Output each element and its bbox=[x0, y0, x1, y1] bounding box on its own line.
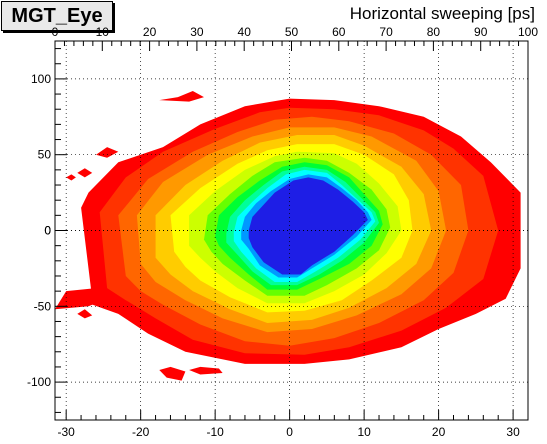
contour-level-13 bbox=[248, 177, 368, 275]
x-tick-label: 10 bbox=[357, 425, 371, 439]
x2-tick-label: 90 bbox=[474, 25, 488, 39]
top-axis-label: Horizontal sweeping [ps] bbox=[349, 4, 535, 23]
x2-tick-label: 0 bbox=[52, 25, 59, 39]
x2-tick-label: 60 bbox=[332, 25, 346, 39]
x-tick-label: 30 bbox=[506, 425, 520, 439]
y-tick-label: 50 bbox=[38, 148, 52, 162]
x2-tick-label: 10 bbox=[96, 25, 110, 39]
x-tick-label: -30 bbox=[58, 425, 76, 439]
y-tick-label: 0 bbox=[44, 224, 51, 238]
x2-tick-label: 20 bbox=[143, 25, 157, 39]
contour-island bbox=[66, 174, 76, 181]
x2-tick-label: 50 bbox=[285, 25, 299, 39]
contour-fills bbox=[55, 91, 521, 381]
y-tick-label: 0 bbox=[44, 224, 51, 238]
x-tick-label: 0 bbox=[286, 425, 293, 439]
x2-tick-label: 40 bbox=[238, 25, 252, 39]
y-tick-label: 100 bbox=[31, 72, 51, 86]
x2-tick-label: 30 bbox=[190, 25, 204, 39]
contour-island bbox=[189, 366, 223, 375]
contour-island bbox=[159, 91, 204, 102]
y-tick-label: -50 bbox=[34, 299, 52, 313]
x2-tick-label: 80 bbox=[427, 25, 441, 39]
x-tick-label: 20 bbox=[432, 425, 446, 439]
contour-island bbox=[77, 168, 93, 178]
contour-island bbox=[96, 147, 119, 158]
y-tick-label: -100 bbox=[27, 375, 51, 389]
x2-tick-label: 70 bbox=[379, 25, 393, 39]
x-tick-label: -10 bbox=[206, 425, 224, 439]
chart-title: MGT_Eye bbox=[1, 1, 113, 31]
x2-tick-label: 100 bbox=[518, 25, 538, 39]
grid-lines bbox=[55, 41, 528, 420]
contour-island bbox=[77, 309, 93, 319]
contour-island bbox=[159, 366, 186, 381]
x-tick-label: -20 bbox=[132, 425, 150, 439]
